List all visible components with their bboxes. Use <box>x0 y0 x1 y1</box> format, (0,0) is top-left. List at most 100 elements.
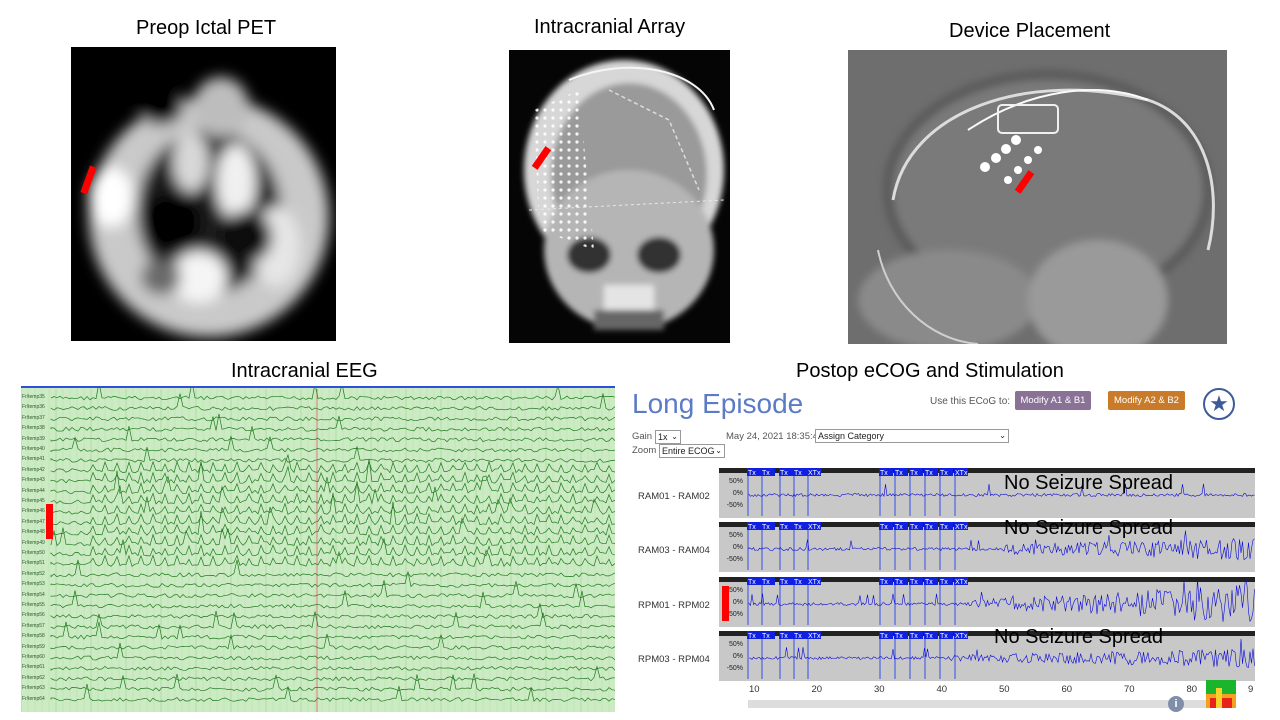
eeg-channel-label: Fr/temp44 <box>22 487 45 494</box>
amplitude-scale-label: 0% <box>732 490 743 497</box>
eeg-trace <box>50 549 615 568</box>
stim-marker-label: Tx <box>940 579 948 586</box>
amplitude-scale-label: -50% <box>726 611 743 618</box>
ecog-traces: Tx Tx Tx Tx XTx Tx Tx Tx Tx Tx XTx Tx Tx Tx Tx XTx Tx Tx T… <box>719 468 1255 681</box>
channel-label: RAM03 - RAM04 <box>638 545 710 556</box>
stim-marker <box>909 577 923 585</box>
gain-select[interactable]: 1x ⌄ <box>655 430 681 444</box>
stim-marker <box>793 468 807 476</box>
chevron-down-icon: ⌄ <box>671 432 678 441</box>
device-placement-image <box>848 50 1227 344</box>
eeg-channel-label: Fr/temp60 <box>22 654 45 660</box>
zoom-select[interactable]: Entire ECOG ⌄ <box>659 444 725 458</box>
eeg-channel-label: Fr/temp51 <box>22 560 45 567</box>
eeg-trace <box>50 446 615 463</box>
stim-marker-label: Tx <box>910 633 918 640</box>
stim-marker <box>807 468 821 476</box>
eeg-trace <box>50 458 615 484</box>
eeg-trace <box>50 481 615 505</box>
stim-marker-label: XTx <box>955 579 968 586</box>
stim-marker <box>793 522 807 530</box>
category-select[interactable]: Assign Category ⌄ <box>815 429 1009 443</box>
x-tick-label: 9 <box>1248 684 1254 695</box>
stim-marker-label: Tx <box>880 633 888 640</box>
stim-marker-label: Tx <box>794 633 802 640</box>
eeg-channel-label: Fr/temp47 <box>22 518 45 525</box>
x-tick-label: 40 <box>936 684 948 695</box>
stim-marker-label: Tx <box>880 579 888 586</box>
amplitude-scale-label: 0% <box>732 653 743 660</box>
pet-scan-image <box>71 47 336 341</box>
eeg-trace <box>50 453 615 474</box>
ecog-trace <box>748 638 1255 668</box>
modify-a2-b2-button[interactable]: Modify A2 & B2 <box>1108 391 1185 410</box>
stim-marker-label: XTx <box>955 470 968 477</box>
stim-marker <box>909 468 923 476</box>
stim-marker <box>761 631 775 639</box>
stim-marker <box>939 631 953 639</box>
stim-marker <box>924 468 938 476</box>
stim-marker-label: Tx <box>748 633 756 640</box>
stim-marker-label: Tx <box>748 579 756 586</box>
eeg-channel-label: Fr/temp54 <box>22 591 45 598</box>
star-icon[interactable]: ★ <box>1203 388 1235 420</box>
stim-marker <box>879 577 893 585</box>
stim-marker-label: XTx <box>808 579 821 586</box>
x-tick-label: 20 <box>811 684 823 695</box>
stim-marker <box>807 631 821 639</box>
stim-marker <box>779 522 793 530</box>
stim-marker <box>879 522 893 530</box>
stim-marker-label: XTx <box>955 633 968 640</box>
amplitude-scale-label: 0% <box>732 544 743 551</box>
stim-marker <box>779 631 793 639</box>
stim-marker-label: Tx <box>748 470 756 477</box>
amplitude-scale-label: 50% <box>728 587 743 594</box>
eeg-channel-label: Fr/temp55 <box>22 602 45 608</box>
ecog-trace <box>748 530 1255 561</box>
stim-marker <box>939 522 953 530</box>
timeline-scrollbar[interactable] <box>748 700 1208 708</box>
spectrogram-thumbnail[interactable] <box>1206 680 1236 708</box>
eeg-trace <box>50 610 615 630</box>
device-title: Device Placement <box>949 20 1111 42</box>
eeg-channel-label: Fr/temp41 <box>22 456 45 463</box>
stim-marker <box>939 577 953 585</box>
stim-marker <box>747 577 761 585</box>
stim-marker-label: Tx <box>880 524 888 531</box>
modify-a1-b1-button[interactable]: Modify A1 & B1 <box>1015 391 1091 410</box>
chevron-down-icon: ⌄ <box>715 446 722 455</box>
stim-marker <box>954 468 968 476</box>
info-icon[interactable]: i <box>1168 696 1184 712</box>
ecog-trace <box>748 483 1255 498</box>
stim-marker <box>954 631 968 639</box>
amplitude-scale-label: -50% <box>726 556 743 563</box>
eeg-focus-marker <box>46 504 53 539</box>
channel-label: RAM01 - RAM02 <box>638 491 710 502</box>
stim-marker <box>909 522 923 530</box>
stim-marker-label: Tx <box>895 470 903 477</box>
eeg-trace <box>50 603 615 619</box>
stim-marker-label: Tx <box>780 579 788 586</box>
eeg-trace <box>50 633 615 651</box>
eeg-trace <box>50 665 615 671</box>
eeg-traces <box>21 386 615 712</box>
seizure-annotation: No Seizure Spread <box>994 626 1163 648</box>
stim-marker <box>747 522 761 530</box>
stim-marker <box>939 468 953 476</box>
stim-marker-label: Tx <box>925 579 933 586</box>
xray-array-image <box>509 50 730 343</box>
channel-topbar <box>719 522 1255 527</box>
channel-topbar <box>719 631 1255 636</box>
eeg-trace <box>50 642 615 661</box>
channel-topbar <box>719 577 1255 582</box>
stim-marker-label: XTx <box>808 633 821 640</box>
stim-marker-label: Tx <box>794 579 802 586</box>
eeg-trace <box>50 683 615 703</box>
eeg-channel-label: Fr/temp42 <box>22 466 45 473</box>
stim-marker-label: Tx <box>762 524 770 531</box>
eeg-trace <box>50 673 615 692</box>
ecog-section-title: Postop eCOG and Stimulation <box>796 360 1064 382</box>
stim-marker <box>924 577 938 585</box>
eeg-trace <box>50 527 615 547</box>
eeg-channel-label: Fr/temp62 <box>22 674 45 681</box>
